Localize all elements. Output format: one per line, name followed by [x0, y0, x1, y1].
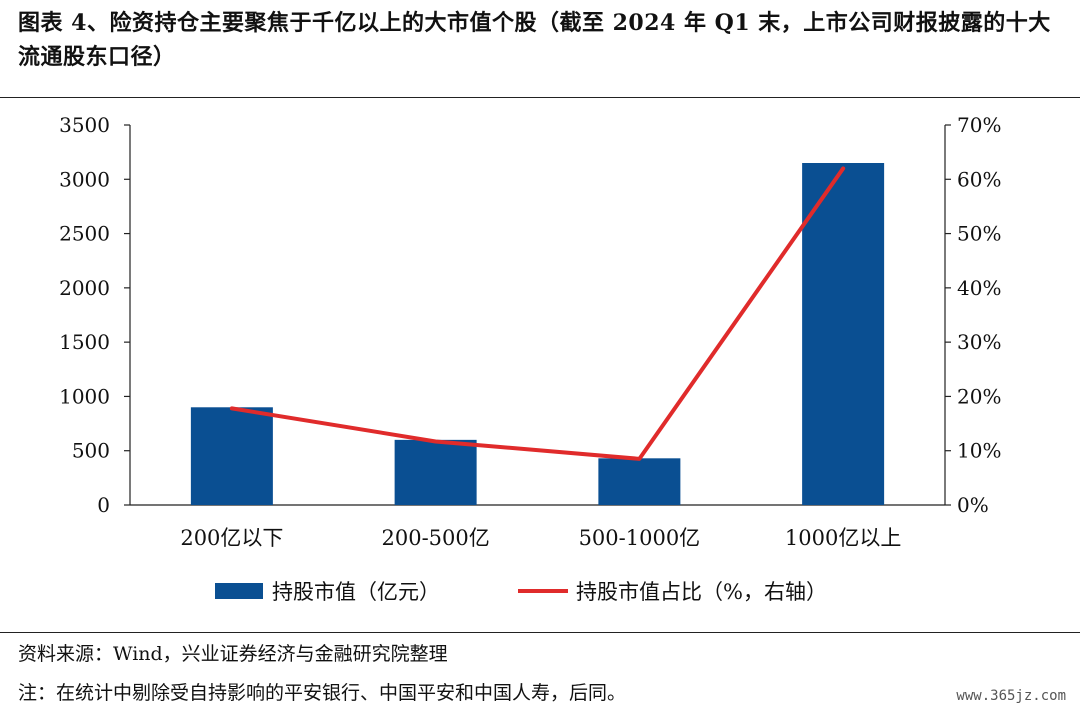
watermark: www.365jz.com [956, 688, 1066, 704]
left-tick-label: 3500 [59, 113, 110, 137]
legend-bar-swatch [215, 583, 263, 599]
left-tick-label: 1000 [59, 384, 110, 408]
legend-bar-label: 持股市值（亿元） [272, 580, 440, 604]
right-tick-label: 60% [957, 167, 1001, 191]
left-tick-label: 2000 [59, 276, 110, 300]
top-rule [0, 97, 1080, 98]
left-tick-label: 3000 [59, 167, 110, 191]
x-tick-label: 200-500亿 [381, 526, 489, 550]
left-tick-label: 2500 [59, 222, 110, 246]
right-tick-label: 70% [957, 113, 1001, 137]
bar [598, 458, 681, 505]
bars-group [190, 163, 885, 505]
x-tick-label: 200亿以下 [180, 526, 283, 550]
share-line [229, 166, 846, 461]
x-tick-label: 1000亿以上 [785, 526, 901, 550]
bottom-rule [0, 632, 1080, 633]
right-tick-label: 20% [957, 384, 1001, 408]
bar [394, 439, 477, 505]
right-tick-label: 30% [957, 330, 1001, 354]
line-group [229, 166, 846, 461]
bar [190, 407, 273, 505]
legend: 持股市值（亿元） 持股市值占比（%，右轴） [215, 580, 827, 604]
right-tick-label: 50% [957, 222, 1001, 246]
legend-line-label: 持股市值占比（%，右轴） [576, 580, 827, 604]
bar [802, 163, 885, 505]
right-tick-label: 40% [957, 276, 1001, 300]
labels-group: 0 500 1000 1500 2000 2500 3000 3500 0% 10% 20% 30% 4… [59, 113, 1001, 550]
x-tick-label: 500-1000亿 [579, 526, 701, 550]
left-tick-label: 0 [97, 493, 110, 517]
left-tick-label: 1500 [59, 330, 110, 354]
combo-chart: 0 500 1000 1500 2000 2500 3000 3500 0% 10% 20% 30% 4… [59, 113, 1001, 604]
chart-title: 图表 4、险资持仓主要聚焦于千亿以上的大市值个股（截至 2024 年 Q1 末，… [18, 10, 1051, 70]
footnote: 注：在统计中剔除受自持影响的平安银行、中国平安和中国人寿，后同。 [18, 682, 627, 704]
left-tick-label: 500 [72, 439, 110, 463]
right-tick-label: 0% [957, 493, 989, 517]
right-tick-label: 10% [957, 439, 1001, 463]
source-note: 资料来源：Wind，兴业证券经济与金融研究院整理 [18, 643, 448, 665]
